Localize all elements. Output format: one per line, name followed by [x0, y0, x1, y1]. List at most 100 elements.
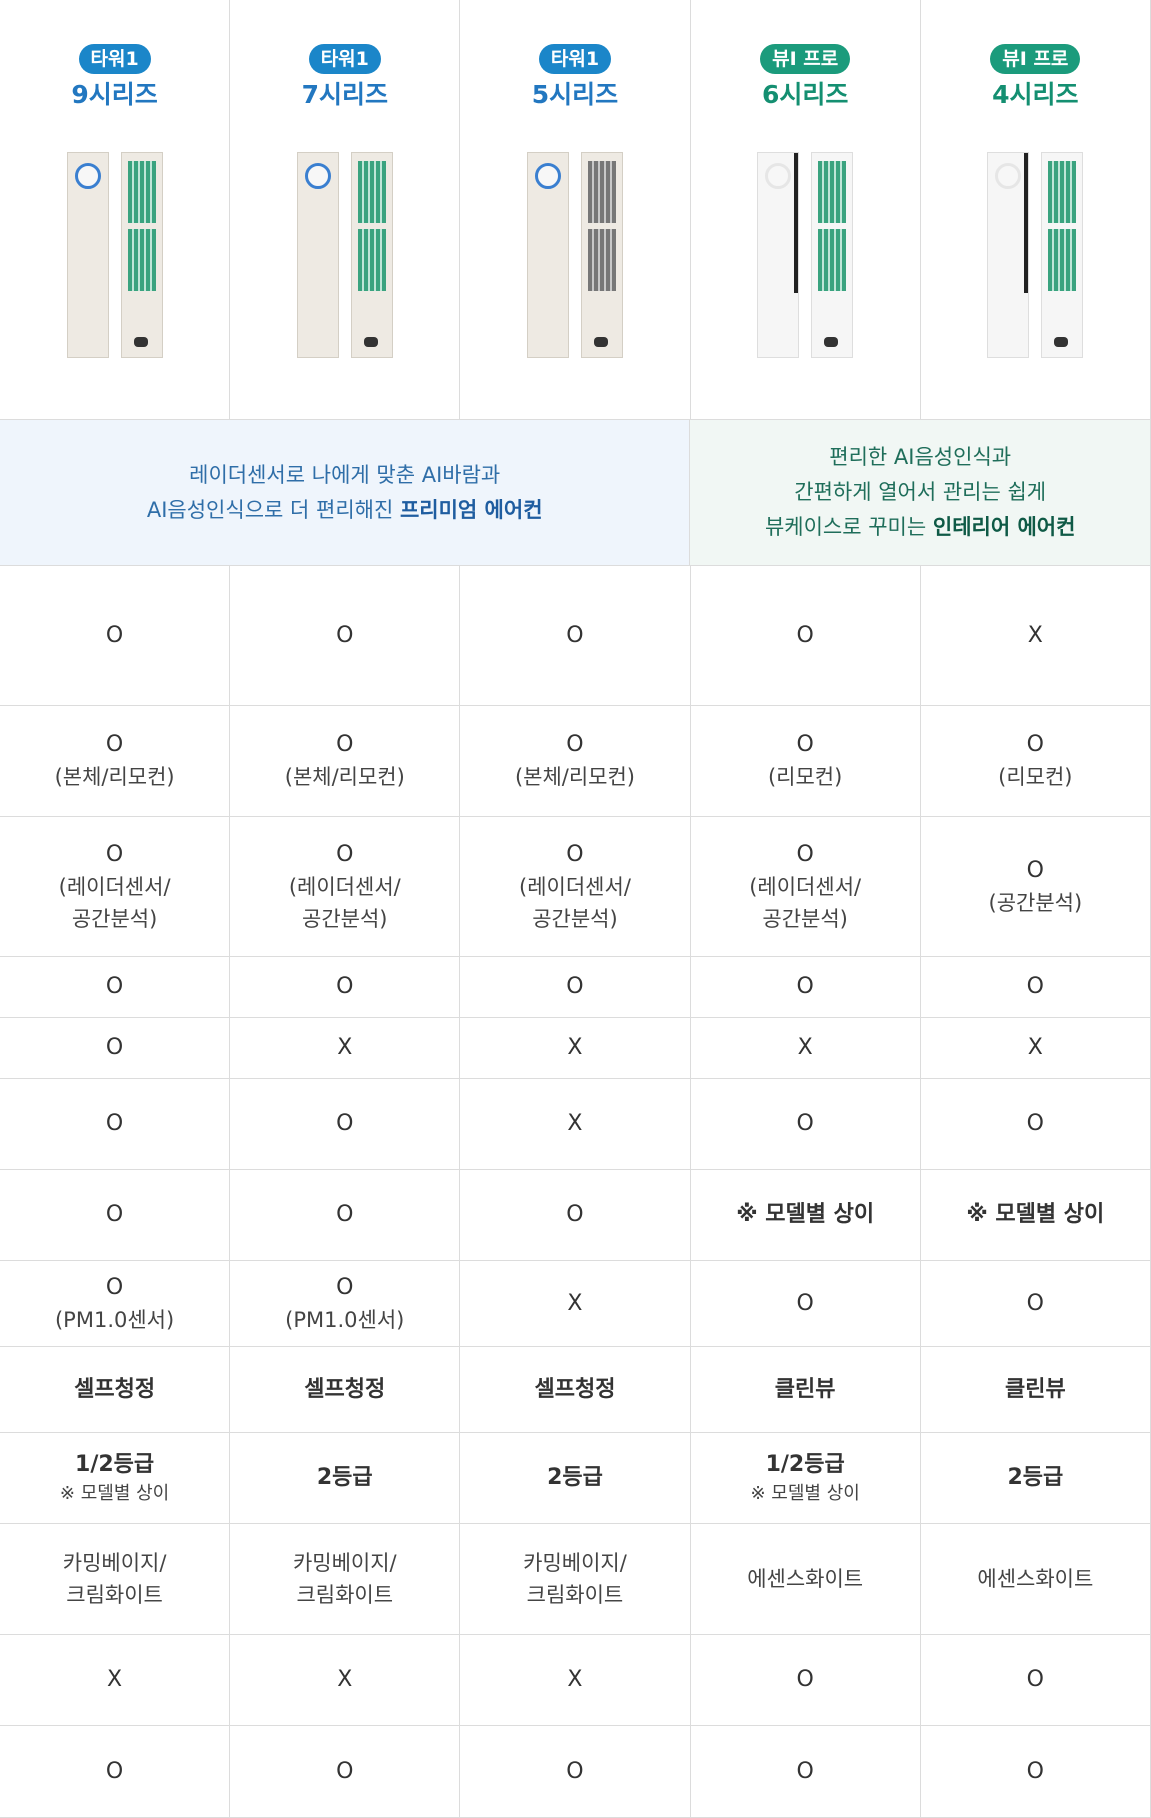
feature-cell: X — [460, 1635, 691, 1725]
cell-text: X — [567, 1290, 583, 1316]
feature-cell: O — [460, 1170, 691, 1260]
product-image — [296, 152, 393, 358]
cell-text: X — [337, 1035, 353, 1060]
feature-cell: X — [460, 1079, 691, 1169]
product-column-4: 뷰I 프로 4시리즈 — [921, 0, 1151, 419]
cell-text: (본체/리모컨) — [284, 765, 405, 789]
cell-text: 카밍베이지/ — [62, 1551, 167, 1575]
cell-text: O — [1026, 1667, 1044, 1692]
cell-text: O — [566, 1758, 584, 1784]
feature-cell: 1/2등급 ※ 모델별 상이 — [0, 1433, 231, 1523]
cell-text: 크림화이트 — [66, 1583, 163, 1607]
cell-text: O — [796, 1290, 814, 1316]
cell-text: (레이더센서/ — [519, 874, 631, 899]
feature-cell: O — [921, 1261, 1151, 1346]
cell-text: X — [1027, 622, 1043, 648]
feature-row: O (본체/리모컨) O (본체/리모컨) O (본체/리모컨) O (리모컨) O (리모컨) — [0, 706, 1151, 817]
unit-front-image — [987, 152, 1030, 358]
product-badge: 뷰I 프로 — [990, 44, 1081, 74]
feature-cell: 카밍베이지/크림화이트 — [460, 1524, 691, 1634]
feature-cell: 셀프청정 — [460, 1347, 691, 1432]
feature-row: 1/2등급 ※ 모델별 상이 2등급 2등급 1/2등급 ※ 모델별 상이 2등급 — [0, 1433, 1151, 1524]
feature-cell: X — [230, 1018, 461, 1078]
cell-text: O — [105, 1111, 124, 1136]
cell-text: (리모컨) — [767, 765, 843, 789]
plug-icon — [824, 337, 839, 347]
unit-back-image — [580, 152, 623, 358]
cell-text: 공간분석) — [71, 906, 158, 931]
dial-icon — [534, 163, 561, 189]
cell-text: 크림화이트 — [296, 1583, 394, 1607]
cell-text: 2등급 — [1007, 1465, 1064, 1490]
feature-cell: ※ 모델별 상이 — [691, 1170, 921, 1260]
cell-text: 1/2등급 — [765, 1452, 845, 1477]
feature-cell: O — [691, 1261, 921, 1346]
cell-text: O — [1026, 1111, 1044, 1136]
cell-text: 2등급 — [547, 1465, 603, 1490]
feature-cell: O — [691, 1635, 921, 1725]
cell-text: X — [337, 1667, 353, 1692]
interior-desc-line3-text: 뷰케이스로 꾸미는 — [764, 515, 933, 539]
dial-icon — [765, 163, 792, 189]
plug-icon — [363, 337, 378, 347]
filter-icon — [818, 229, 847, 291]
feature-cell: X — [921, 566, 1151, 705]
cell-text: 카밍베이지/ — [292, 1551, 397, 1575]
product-series: 7시리즈 — [301, 80, 388, 109]
cell-text: O — [566, 841, 584, 867]
feature-cell: O — [230, 566, 461, 705]
cell-text: O — [336, 732, 354, 757]
dial-icon — [995, 163, 1022, 189]
cell-text: (본체/리모컨) — [54, 765, 175, 789]
cell-text: 1/2등급 — [75, 1452, 155, 1477]
product-badge: 타워1 — [538, 44, 612, 74]
product-column-1: 타워1 7시리즈 — [230, 0, 461, 419]
product-series: 9시리즈 — [71, 80, 158, 109]
feature-cell: O — [0, 566, 231, 705]
feature-cell: O (본체/리모컨) — [460, 706, 691, 816]
feature-cell: X — [230, 1635, 461, 1725]
cell-text: O — [796, 841, 814, 867]
feature-cell: O (본체/리모컨) — [230, 706, 461, 816]
cell-text: O — [105, 1035, 124, 1060]
cell-text: 에센스화이트 — [977, 1567, 1094, 1591]
feature-cell: O (리모컨) — [921, 706, 1151, 816]
unit-back-image — [1041, 152, 1084, 358]
cell-text: O — [105, 974, 124, 999]
feature-cell: 셀프청정 — [230, 1347, 461, 1432]
cell-text: O — [566, 1202, 584, 1227]
cell-text: O — [796, 1111, 814, 1136]
feature-cell: 1/2등급 ※ 모델별 상이 — [691, 1433, 921, 1523]
cell-text: 클린뷰 — [1004, 1376, 1066, 1402]
feature-cell: O (레이더센서/공간분석) — [230, 817, 461, 956]
feature-cell: O — [230, 1726, 461, 1817]
product-column-3: 뷰I 프로 6시리즈 — [691, 0, 921, 419]
dial-icon — [304, 163, 331, 189]
feature-row: O (레이더센서/공간분석) O (레이더센서/공간분석) O (레이더센서/공간분석) O… — [0, 817, 1151, 957]
feature-cell: O — [460, 1726, 691, 1817]
filter-icon — [127, 229, 156, 291]
feature-cell: 2등급 — [921, 1433, 1151, 1523]
feature-cell: 에센스화이트 — [921, 1524, 1151, 1634]
cell-text: O — [1026, 1758, 1044, 1784]
feature-row: O O O ※ 모델별 상이 ※ 모델별 상이 — [0, 1170, 1151, 1261]
feature-cell: 2등급 — [460, 1433, 691, 1523]
cell-text: (공간분석) — [988, 890, 1083, 915]
cell-text: O — [336, 1202, 354, 1227]
cell-text: O — [105, 622, 124, 648]
feature-cell: O — [0, 1170, 231, 1260]
premium-desc-line1: 레이더센서로 나에게 맞춘 AI바람과 — [189, 462, 501, 487]
cell-text: X — [567, 1035, 583, 1060]
cell-text: O — [566, 732, 584, 757]
filter-icon — [587, 161, 616, 223]
cell-text: O — [105, 1202, 124, 1227]
feature-cell: O — [691, 1079, 921, 1169]
premium-description: 레이더센서로 나에게 맞춘 AI바람과 AI음성인식으로 더 편리해진 프리미엄… — [0, 420, 691, 565]
feature-cell: O — [0, 1079, 231, 1169]
feature-cell: O — [0, 957, 231, 1017]
product-badge: 타워1 — [78, 44, 151, 74]
cell-text: O — [796, 1758, 814, 1784]
feature-rows: O O O O X O (본체/리모컨) O (본체/리모컨) O (본체/리모컨) O (리모컨) O (… — [0, 566, 1151, 1818]
